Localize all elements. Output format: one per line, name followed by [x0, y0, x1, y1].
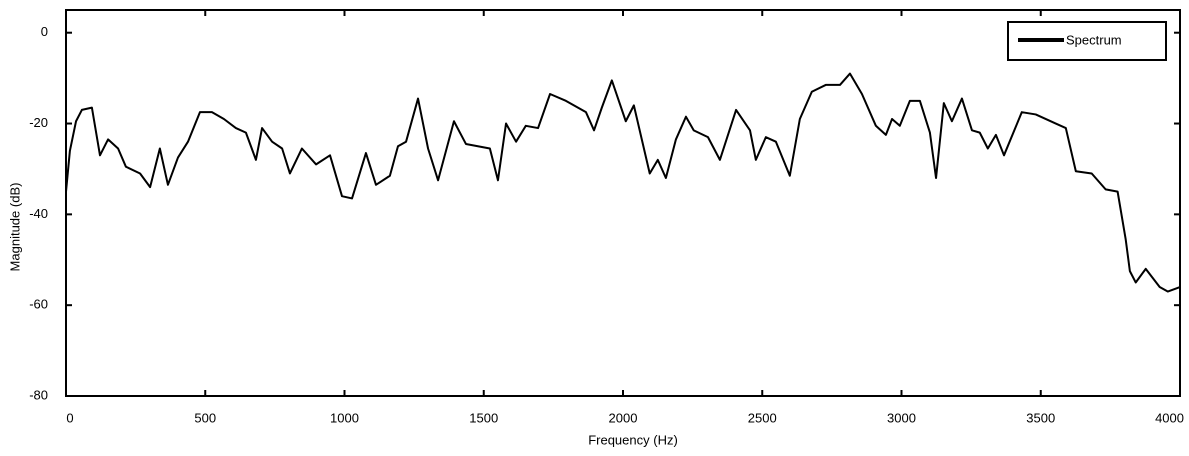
y-tick-label: -40	[29, 206, 48, 221]
data-line	[65, 72, 1181, 293]
x-tick-label: 3000	[887, 410, 916, 425]
y-tick-label: 0	[41, 24, 48, 39]
x-tick-label: 2500	[748, 410, 777, 425]
x-tick-label: 4000	[1155, 410, 1184, 425]
y-axis-label: Magnitude (dB)	[7, 183, 22, 272]
x-tick-label: 0	[66, 410, 73, 425]
legend-label: Spectrum	[1066, 32, 1122, 47]
plot-frame	[65, 9, 1181, 397]
x-tick-label: 3500	[1026, 410, 1055, 425]
y-tick-label: -60	[29, 297, 48, 312]
x-tick-label: 1000	[330, 410, 359, 425]
x-tick-label: 1500	[469, 410, 498, 425]
y-tick-label: -20	[29, 115, 48, 130]
x-axis-label: Frequency (Hz)	[588, 432, 678, 447]
y-tick-label: -80	[29, 387, 48, 402]
x-tick-label: 2000	[609, 410, 638, 425]
x-tick-label: 500	[194, 410, 216, 425]
